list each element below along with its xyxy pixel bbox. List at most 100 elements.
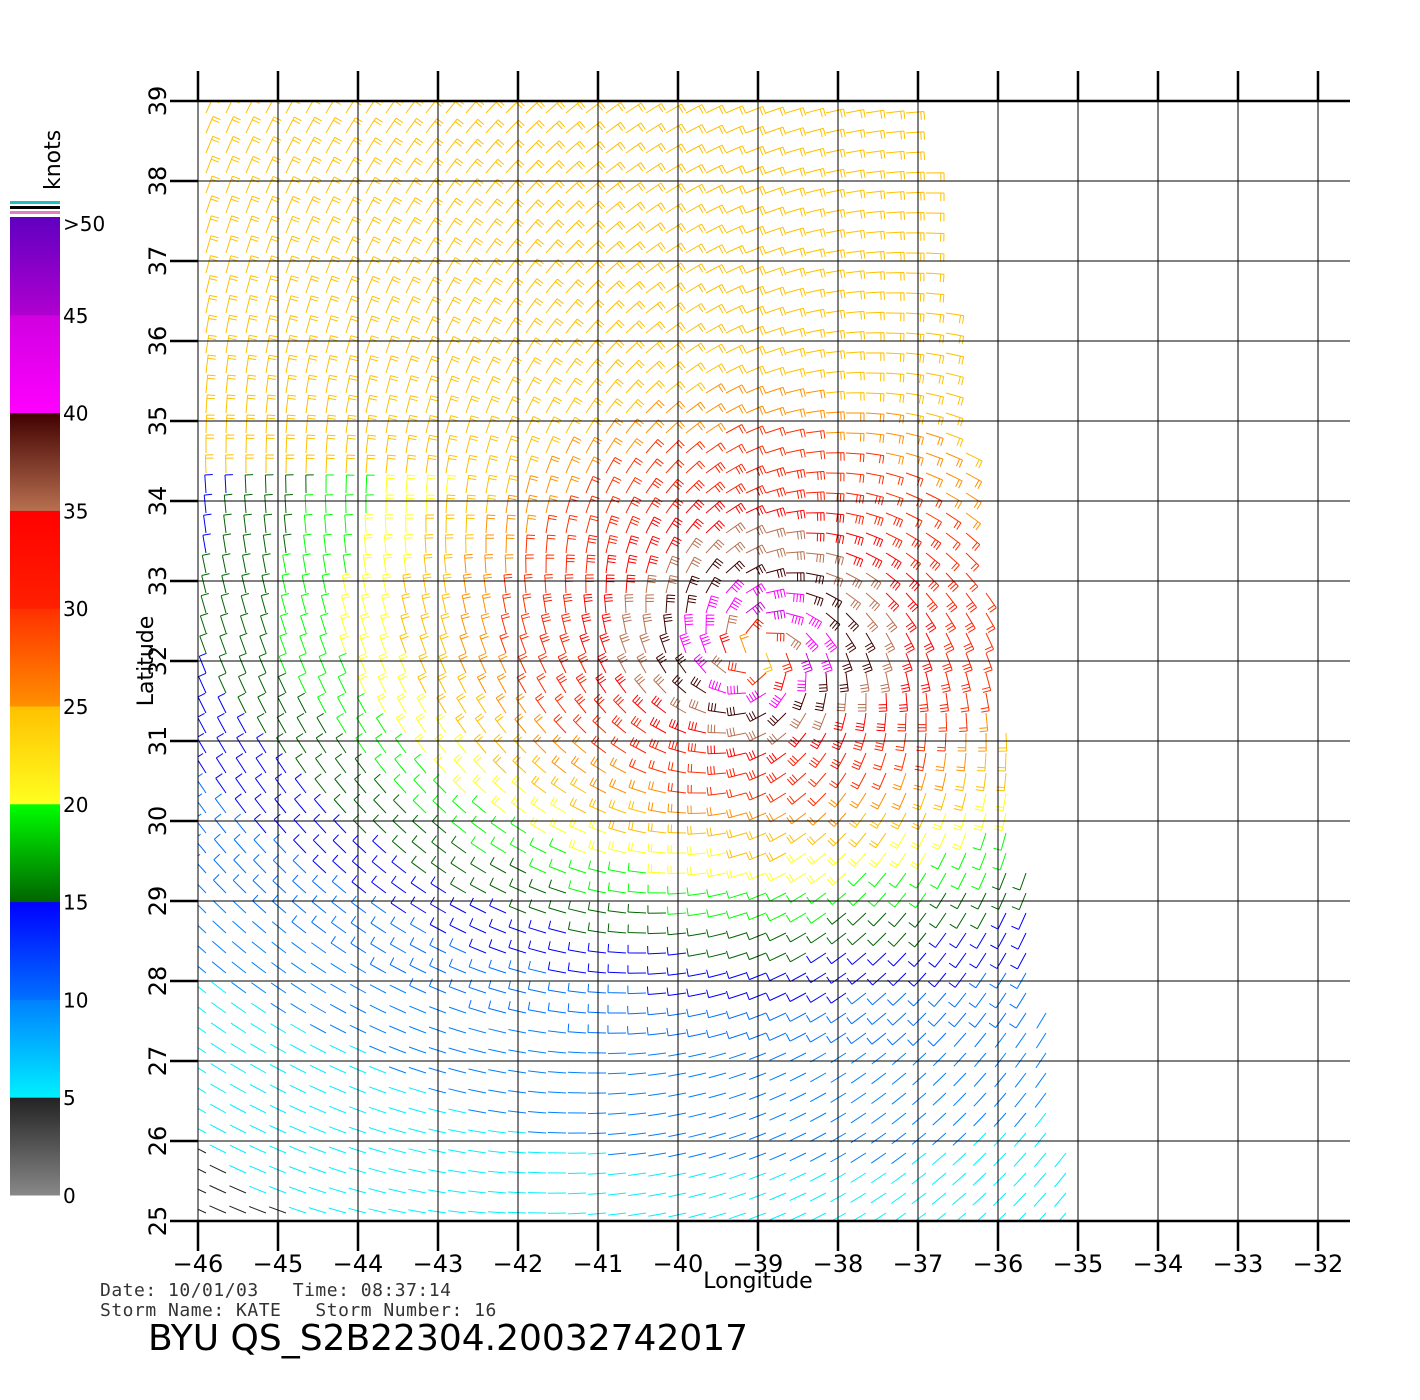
wind-barb <box>249 1206 267 1214</box>
wind-barb <box>607 964 627 974</box>
wind-barb <box>616 652 628 674</box>
wind-barb <box>625 554 638 574</box>
wind-barb <box>1013 1172 1027 1187</box>
wind-barb <box>585 180 606 194</box>
wind-barb <box>905 252 925 262</box>
wind-barb <box>567 1212 587 1215</box>
wind-barb <box>885 352 905 362</box>
wind-barb <box>405 514 414 534</box>
wind-barb <box>609 778 627 794</box>
wind-barb <box>1037 1212 1047 1221</box>
wind-barb <box>548 858 567 874</box>
wind-barb <box>957 732 967 752</box>
wind-barb <box>345 196 362 214</box>
wind-barb <box>305 176 322 194</box>
wind-barb <box>765 952 787 962</box>
wind-barb <box>630 715 647 734</box>
wind-barb <box>461 593 471 614</box>
wind-barb <box>911 1132 927 1145</box>
wind-barb <box>585 397 604 414</box>
wind-barb <box>871 772 887 791</box>
wind-barb <box>625 162 646 174</box>
wind-barb <box>627 842 647 854</box>
wind-barb <box>912 792 927 811</box>
wind-barb <box>607 1092 627 1095</box>
wind-barb <box>205 116 221 134</box>
wind-barb <box>665 242 686 254</box>
wind-barb <box>645 419 665 434</box>
wind-barb <box>925 572 940 592</box>
wind-barb <box>527 1171 547 1174</box>
wind-barb <box>625 399 645 414</box>
wind-barb <box>726 849 747 859</box>
wind-barb <box>245 295 259 314</box>
wind-barb <box>785 267 806 277</box>
wind-barb <box>628 1172 647 1176</box>
wind-barb <box>925 452 944 467</box>
wind-barb <box>205 275 219 294</box>
wind-barb <box>668 1172 687 1178</box>
wind-barb <box>528 1090 547 1094</box>
wind-barb <box>325 315 339 334</box>
wind-barb <box>491 795 507 814</box>
wind-barb <box>225 294 238 314</box>
x-tick-label: −46 <box>173 1250 224 1278</box>
wind-barb <box>708 679 727 694</box>
wind-barb <box>465 257 483 274</box>
wind-barb <box>428 1067 447 1074</box>
wind-barb <box>627 883 647 894</box>
colorbar-band <box>10 706 60 805</box>
wind-barb <box>891 792 907 810</box>
wind-barb <box>294 793 307 814</box>
wind-barb <box>418 652 428 674</box>
wind-barb <box>542 593 553 614</box>
wind-barb <box>845 392 865 401</box>
wind-barb <box>785 1032 807 1042</box>
wind-barb <box>433 753 447 774</box>
wind-barb <box>725 304 747 315</box>
wind-barb <box>442 573 452 594</box>
wind-barb <box>362 573 371 594</box>
wind-barb <box>525 297 544 314</box>
wind-barb <box>927 1012 947 1027</box>
wind-barb <box>535 693 547 714</box>
wind-barb <box>898 692 908 713</box>
wind-barb <box>450 856 467 874</box>
wind-barb <box>425 434 438 454</box>
wind-barb <box>230 1022 247 1034</box>
wind-barb <box>665 594 676 614</box>
wind-barb <box>728 1152 747 1160</box>
wind-barb <box>508 960 527 974</box>
wind-barb <box>289 1166 307 1174</box>
wind-barb <box>805 369 826 379</box>
wind-barb <box>465 356 481 374</box>
wind-barb <box>209 1144 227 1154</box>
wind-barb <box>785 307 806 317</box>
wind-barb <box>665 439 685 454</box>
wind-barb <box>410 896 427 914</box>
wind-barb <box>204 454 214 474</box>
wind-barb <box>891 1072 907 1085</box>
wind-barb <box>487 1211 507 1214</box>
wind-barb <box>940 672 951 693</box>
wind-barb <box>368 1086 387 1094</box>
wind-barb <box>474 713 487 734</box>
wind-barb <box>913 772 927 791</box>
wind-barb <box>488 1190 507 1194</box>
wind-barb <box>625 142 646 154</box>
wind-barb <box>825 309 846 319</box>
wind-barb <box>935 1212 947 1221</box>
wind-barb <box>685 518 704 534</box>
wind-barb <box>725 560 746 574</box>
wind-barb <box>885 332 905 342</box>
wind-barb <box>325 216 341 234</box>
wind-barb <box>866 972 887 986</box>
wind-barb <box>565 495 579 514</box>
wind-barb <box>525 357 543 374</box>
wind-barb <box>605 102 626 114</box>
wind-barb <box>549 838 567 854</box>
wind-barb <box>389 1005 407 1014</box>
wind-barb <box>925 272 945 283</box>
wind-barb <box>763 652 773 674</box>
wind-barb <box>1034 1092 1047 1108</box>
